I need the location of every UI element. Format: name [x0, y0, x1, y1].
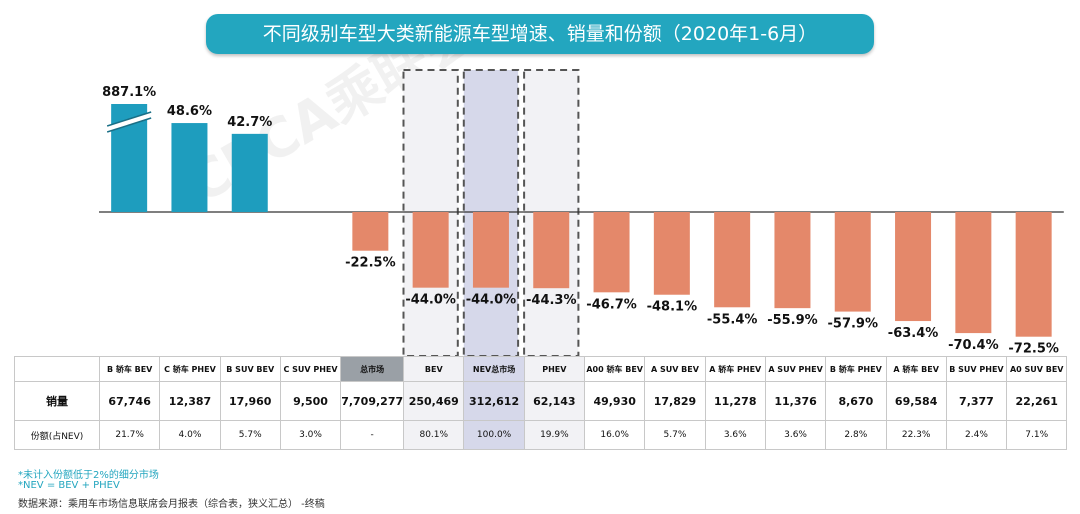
axis-break-gap	[107, 112, 152, 132]
share-cell: 19.9%	[523, 420, 586, 450]
table-header-cell: NEV总市场	[463, 356, 525, 382]
share-cell: 80.1%	[403, 420, 465, 450]
sales-cell: 17,829	[644, 381, 706, 421]
share-cell: 22.3%	[885, 420, 947, 450]
table-row-share: 份额(占NEV) 21.7% 4.0% 5.7% 3.0% -80.1% 100.0% 19…	[14, 420, 1068, 450]
table-header-cell: 总市场	[340, 356, 405, 382]
bar-value-label: 42.7%	[227, 115, 272, 130]
bar-value-label: -55.9%	[767, 313, 818, 328]
data-table: B 轿车 BEV C 轿车 PHEV B SUV BEV C SUV PHEV 总市场 B…	[14, 356, 1068, 450]
table-header-row: B 轿车 BEV C 轿车 PHEV B SUV BEV C SUV PHEV 总市场 B…	[14, 356, 1068, 382]
sales-cell: 11,278	[704, 381, 766, 421]
table-header-cell: A SUV BEV	[644, 356, 706, 382]
share-cell: 2.8%	[825, 420, 887, 450]
highlight-dashed-box	[402, 69, 459, 356]
sales-cell: 250,469	[403, 381, 465, 421]
table-header-cell: A 轿车 PHEV	[704, 356, 766, 382]
table-header-cell: B 轿车 BEV	[98, 356, 161, 382]
table-header-cell: B SUV BEV	[219, 356, 281, 382]
bar-value-label: -55.4%	[707, 312, 758, 327]
footnote-share: *未计入份额低于2%的细分市场	[18, 470, 159, 481]
table-header-cell: PHEV	[523, 356, 586, 382]
highlight-dashed-box	[523, 69, 580, 356]
share-cell: 2.4%	[945, 420, 1008, 450]
negative-bar	[834, 212, 871, 312]
bar-value-label: -72.5%	[1008, 342, 1059, 356]
bar-chart: 887.1% 48.6% 42.7% -22.5% -44.0% -44.0% -44.3%…	[99, 69, 1064, 356]
bar-value-label: -46.7%	[586, 297, 637, 312]
footnote-source: 数据来源：乘用车市场信息联席会月报表（综合表，狭义汇总） -终稿	[18, 499, 325, 510]
sales-cell: 22,261	[1006, 381, 1068, 421]
share-cell: 16.0%	[584, 420, 646, 450]
sales-cell: 7,709,277	[340, 381, 405, 421]
bar-value-label: -44.0%	[466, 293, 517, 308]
sales-cell: 9,500	[279, 381, 342, 421]
bar-value-label: -44.3%	[526, 293, 577, 308]
sales-cell: 67,746	[98, 381, 161, 421]
table-header-cell: A SUV PHEV	[764, 356, 827, 382]
negative-bar	[714, 212, 751, 308]
share-cell: -	[340, 420, 405, 450]
sales-cell: 69,584	[885, 381, 947, 421]
axis-break-line	[106, 111, 152, 127]
table-header-cell: A00 轿车 BEV	[584, 356, 646, 382]
share-cell: 3.0%	[279, 420, 342, 450]
bar-value-label: -44.0%	[405, 293, 456, 308]
negative-bar	[593, 212, 630, 293]
share-cell: 7.1%	[1006, 420, 1068, 450]
bar-value-label: -57.9%	[828, 317, 879, 332]
chart-title: 不同级别车型大类新能源车型增速、销量和份额（2020年1-6月）	[206, 14, 874, 54]
table-header-cell: BEV	[403, 356, 465, 382]
share-cell: 21.7%	[98, 420, 161, 450]
table-header-cell: B 轿车 PHEV	[825, 356, 887, 382]
share-cell: 3.6%	[764, 420, 827, 450]
bar-value-label: 887.1%	[102, 85, 156, 100]
sales-cell: 62,143	[523, 381, 586, 421]
sales-cell: 17,960	[219, 381, 281, 421]
negative-bar	[412, 212, 449, 288]
table-header-cell: A0 SUV BEV	[1006, 356, 1068, 382]
bar-value-label: 48.6%	[167, 104, 212, 119]
highlight-dashed-box	[462, 69, 520, 356]
sales-cell: 11,376	[764, 381, 827, 421]
negative-bar	[533, 212, 570, 289]
sales-cell: 49,930	[584, 381, 646, 421]
negative-bar	[895, 212, 932, 322]
negative-bar	[774, 212, 811, 309]
footnote-nev: *NEV = BEV + PHEV	[18, 480, 120, 491]
sales-cell: 312,612	[463, 381, 525, 421]
share-cell: 5.7%	[644, 420, 706, 450]
share-cell: 3.6%	[704, 420, 766, 450]
table-header-cell: A 轿车 BEV	[885, 356, 947, 382]
sales-cell: 8,670	[825, 381, 887, 421]
row-label-sales: 销量	[14, 381, 100, 421]
table-header-cell: B SUV PHEV	[945, 356, 1008, 382]
sales-cell: 7,377	[945, 381, 1008, 421]
bar-value-label: -48.1%	[647, 300, 698, 315]
axis-break-line	[106, 117, 152, 133]
negative-bar	[955, 212, 992, 334]
table-corner-cell	[14, 356, 100, 382]
share-cell: 4.0%	[159, 420, 221, 450]
table-row-sales: 销量 67,746 12,387 17,960 9,500 7,709,277 250,4…	[14, 381, 1068, 421]
positive-bar	[171, 123, 208, 212]
bar-value-label: -70.4%	[948, 338, 999, 353]
negative-bar	[352, 212, 389, 251]
negative-bar	[472, 212, 509, 288]
positive-bar	[231, 133, 268, 212]
table-header-cell: C SUV PHEV	[279, 356, 342, 382]
table-header-cell: C 轿车 PHEV	[159, 356, 221, 382]
bar-value-label: -63.4%	[888, 326, 939, 341]
sales-cell: 12,387	[159, 381, 221, 421]
share-cell: 5.7%	[219, 420, 281, 450]
negative-bar	[653, 212, 690, 295]
row-label-share: 份额(占NEV)	[14, 420, 100, 450]
bar-value-label: -22.5%	[345, 256, 396, 271]
negative-bar	[1015, 212, 1052, 337]
share-cell: 100.0%	[463, 420, 525, 450]
